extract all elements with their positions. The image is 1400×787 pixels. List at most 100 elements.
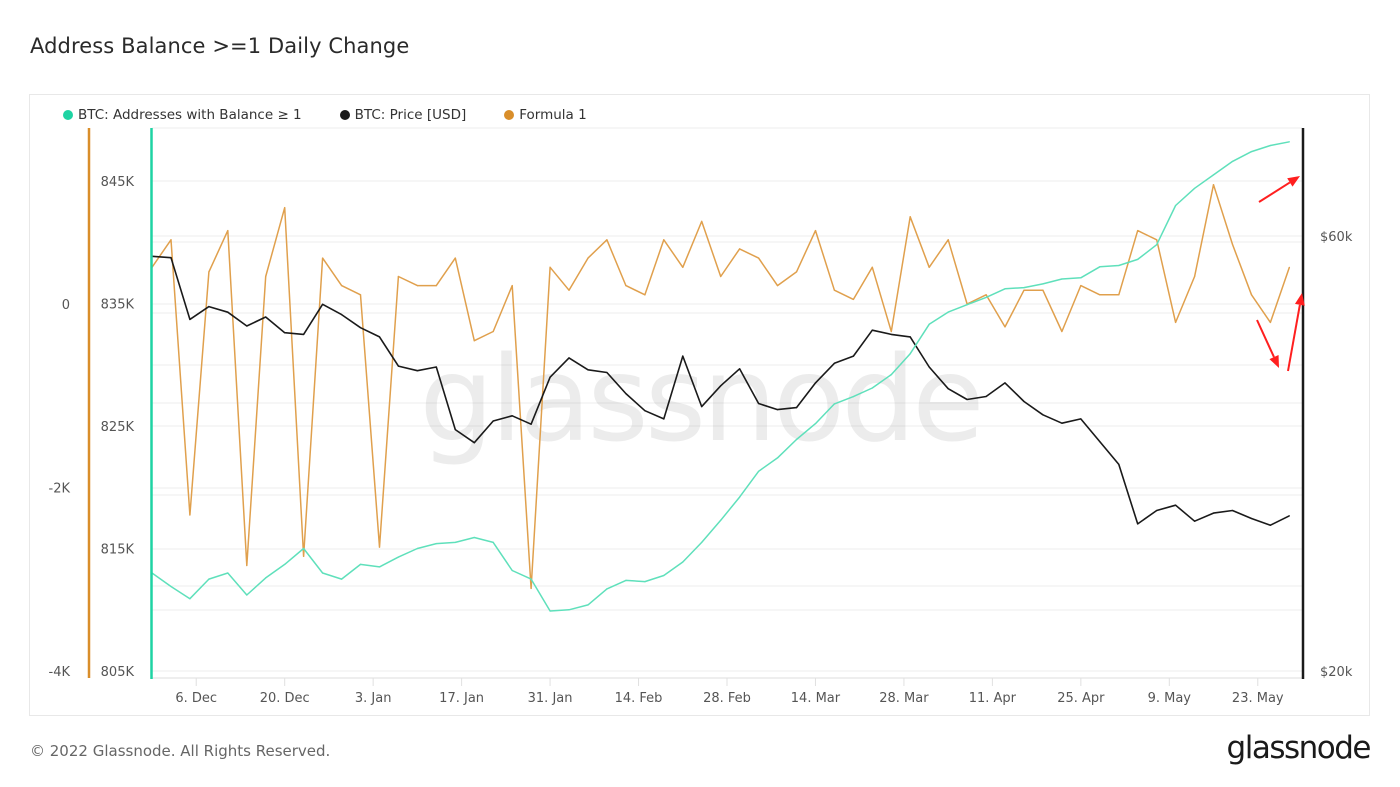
data-point-price <box>170 257 172 259</box>
data-point-addresses <box>663 574 665 577</box>
data-point-price <box>454 429 456 431</box>
data-point-formula <box>1061 330 1063 333</box>
data-point-price <box>1175 504 1177 506</box>
data-point-price <box>1250 517 1253 520</box>
data-point-formula <box>701 220 703 222</box>
data-point-formula <box>644 294 646 296</box>
data-point-price <box>1042 414 1044 416</box>
data-point-addresses <box>397 556 399 558</box>
data-point-addresses <box>852 396 855 398</box>
glassnode-logo[interactable]: glassnode <box>1226 730 1372 766</box>
data-point-price <box>1212 512 1215 514</box>
chart-legend: BTC: Addresses with Balance ≥ 1 BTC: Pri… <box>63 107 625 123</box>
data-point-addresses <box>568 609 570 611</box>
data-point-price <box>625 393 627 395</box>
data-point-addresses <box>890 374 892 376</box>
data-point-formula <box>1269 321 1271 323</box>
data-point-addresses <box>909 353 911 355</box>
data-point-formula <box>606 239 608 241</box>
data-point-formula <box>189 514 191 516</box>
data-point-formula <box>435 285 437 287</box>
series-group <box>151 141 1291 612</box>
data-point-formula <box>1118 294 1120 296</box>
data-point-price <box>890 333 892 335</box>
data-point-addresses <box>682 561 684 563</box>
chart-frame <box>29 94 1370 716</box>
price-axis-tick-label: $60k <box>1320 230 1353 245</box>
data-point-formula <box>1080 285 1082 287</box>
data-point-price <box>1156 509 1158 512</box>
x-axis-tick-label: 14. Feb <box>615 691 663 706</box>
data-point-formula <box>341 285 343 287</box>
x-axis-tick-label: 9. May <box>1148 691 1192 706</box>
data-point-price <box>587 369 589 371</box>
data-point-price <box>1080 418 1082 420</box>
legend-item-addresses[interactable]: BTC: Addresses with Balance ≥ 1 <box>63 107 302 123</box>
data-point-addresses <box>966 304 968 306</box>
data-point-addresses <box>1156 244 1158 246</box>
data-point-formula <box>170 239 172 241</box>
data-point-addresses <box>947 311 949 313</box>
data-point-addresses <box>303 547 305 550</box>
data-point-addresses <box>549 610 551 612</box>
data-point-price <box>682 355 684 357</box>
data-point-addresses <box>739 496 741 498</box>
data-point-formula <box>246 564 248 567</box>
data-point-formula <box>511 285 513 287</box>
data-point-addresses <box>1175 204 1177 207</box>
x-axis-tick-label: 23. May <box>1232 691 1284 706</box>
data-point-addresses <box>189 598 191 600</box>
data-point-addresses <box>1288 141 1290 143</box>
data-point-addresses <box>530 578 532 580</box>
data-point-addresses <box>985 296 987 298</box>
data-point-formula <box>909 216 911 218</box>
data-point-formula <box>397 275 399 278</box>
data-point-addresses <box>1231 160 1234 162</box>
legend-item-formula[interactable]: Formula 1 <box>504 107 587 123</box>
data-point-formula <box>871 266 873 268</box>
data-point-price <box>758 402 760 405</box>
data-point-price <box>947 388 949 390</box>
data-point-price <box>303 333 305 335</box>
data-point-formula <box>265 275 267 278</box>
data-point-formula <box>852 298 855 300</box>
x-axis-tick-label: 6. Dec <box>175 691 217 706</box>
data-point-formula <box>227 230 229 232</box>
data-point-price <box>966 398 968 401</box>
data-point-price <box>378 336 381 338</box>
price-axis-tick-label: $20k <box>1320 665 1353 680</box>
addresses-axis-tick-label: 815K <box>101 543 135 558</box>
data-point-price <box>776 409 779 411</box>
data-point-price <box>1061 422 1063 424</box>
axes-group: 0 -2K -4K 845K 835K 825K 815K 805K $60k $20k <box>49 128 1353 680</box>
addresses-axis-tick-label: 825K <box>101 420 135 435</box>
data-point-addresses <box>170 585 172 588</box>
data-point-formula <box>208 271 210 273</box>
x-axis-ticks: 6. Dec 20. Dec 3. Jan 17. Jan 31. Jan 14. Feb… <box>175 678 1284 706</box>
data-point-addresses <box>416 547 418 550</box>
data-point-price <box>416 370 418 372</box>
data-point-formula <box>322 257 324 259</box>
data-point-addresses <box>625 579 627 582</box>
data-point-price <box>227 311 229 313</box>
data-point-price <box>833 362 836 364</box>
data-point-addresses <box>492 541 494 544</box>
data-point-price <box>568 357 570 359</box>
data-point-formula <box>625 285 627 287</box>
data-point-formula <box>530 587 532 590</box>
addresses-axis-tick-label: 845K <box>101 175 135 190</box>
data-point-formula <box>1099 294 1101 296</box>
data-point-addresses <box>1137 258 1139 260</box>
data-point-price <box>1099 441 1101 443</box>
data-point-addresses <box>701 541 703 544</box>
data-point-addresses <box>435 543 437 545</box>
data-point-price <box>530 423 532 425</box>
data-point-addresses <box>1250 151 1253 153</box>
data-point-price <box>511 415 513 417</box>
data-point-formula <box>359 294 362 296</box>
data-point-addresses <box>720 519 722 521</box>
data-point-formula <box>1004 326 1006 328</box>
legend-item-price[interactable]: BTC: Price [USD] <box>339 107 466 123</box>
data-point-addresses <box>208 578 210 580</box>
